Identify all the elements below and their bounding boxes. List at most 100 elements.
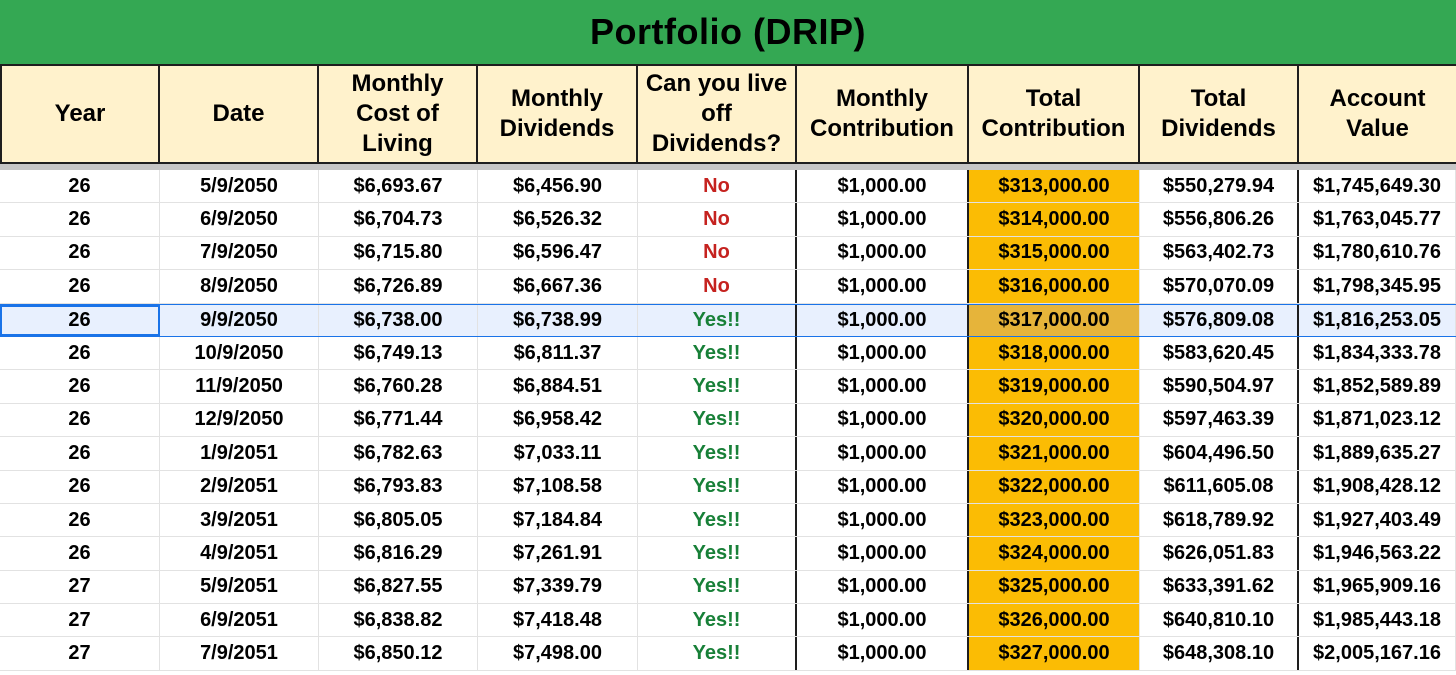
total-dividends-cell[interactable]: $556,806.26 xyxy=(1140,203,1299,236)
total-contribution-cell[interactable]: $314,000.00 xyxy=(969,203,1140,236)
year-cell[interactable]: 26 xyxy=(0,437,160,470)
monthly-dividends-cell[interactable]: $6,526.32 xyxy=(478,203,638,236)
date-cell[interactable]: 1/9/2051 xyxy=(160,437,319,470)
year-cell[interactable]: 26 xyxy=(0,470,160,503)
account-value-cell[interactable]: $1,745,649.30 xyxy=(1299,170,1456,203)
total-contribution-cell[interactable]: $316,000.00 xyxy=(969,270,1140,303)
monthly-dividends-cell[interactable]: $6,738.99 xyxy=(478,304,638,336)
account-value-cell[interactable]: $1,908,428.12 xyxy=(1299,470,1456,503)
total-contribution-cell[interactable]: $313,000.00 xyxy=(969,170,1140,203)
year-cell[interactable]: 26 xyxy=(0,537,160,570)
date-cell[interactable]: 5/9/2050 xyxy=(160,170,319,203)
year-cell[interactable]: 27 xyxy=(0,570,160,604)
monthly-dividends-cell[interactable]: $6,667.36 xyxy=(478,270,638,303)
year-cell[interactable]: 26 xyxy=(0,170,160,203)
monthly-dividends-cell[interactable]: $7,108.58 xyxy=(478,470,638,503)
year-cell[interactable]: 27 xyxy=(0,604,160,637)
year-cell[interactable]: 26 xyxy=(0,336,160,370)
total-dividends-cell[interactable]: $633,391.62 xyxy=(1140,570,1299,604)
total-dividends-cell[interactable]: $597,463.39 xyxy=(1140,403,1299,437)
total-contribution-cell[interactable]: $320,000.00 xyxy=(969,403,1140,437)
total-contribution-cell[interactable]: $321,000.00 xyxy=(969,437,1140,470)
account-value-cell[interactable]: $1,889,635.27 xyxy=(1299,437,1456,470)
monthly-contribution-cell[interactable]: $1,000.00 xyxy=(797,370,969,403)
total-contribution-cell[interactable]: $315,000.00 xyxy=(969,236,1140,270)
date-cell[interactable]: 10/9/2050 xyxy=(160,336,319,370)
monthly-contribution-cell[interactable]: $1,000.00 xyxy=(797,304,969,336)
account-value-cell[interactable]: $1,871,023.12 xyxy=(1299,403,1456,437)
live-off-dividends-cell[interactable]: Yes!! xyxy=(638,403,797,437)
account-value-cell[interactable]: $1,985,443.18 xyxy=(1299,604,1456,637)
monthly-dividends-cell[interactable]: $7,033.11 xyxy=(478,437,638,470)
cost-of-living-cell[interactable]: $6,749.13 xyxy=(319,336,478,370)
total-dividends-cell[interactable]: $590,504.97 xyxy=(1140,370,1299,403)
account-value-cell[interactable]: $1,763,045.77 xyxy=(1299,203,1456,236)
total-dividends-cell[interactable]: $550,279.94 xyxy=(1140,170,1299,203)
monthly-contribution-cell[interactable]: $1,000.00 xyxy=(797,470,969,503)
total-dividends-cell[interactable]: $640,810.10 xyxy=(1140,604,1299,637)
total-dividends-cell[interactable]: $618,789.92 xyxy=(1140,503,1299,537)
account-value-cell[interactable]: $1,946,563.22 xyxy=(1299,537,1456,570)
date-cell[interactable]: 6/9/2051 xyxy=(160,604,319,637)
date-cell[interactable]: 11/9/2050 xyxy=(160,370,319,403)
date-cell[interactable]: 3/9/2051 xyxy=(160,503,319,537)
total-contribution-cell[interactable]: $327,000.00 xyxy=(969,637,1140,670)
date-cell[interactable]: 8/9/2050 xyxy=(160,270,319,303)
monthly-contribution-cell[interactable]: $1,000.00 xyxy=(797,203,969,236)
monthly-contribution-cell[interactable]: $1,000.00 xyxy=(797,503,969,537)
title-cell[interactable]: Portfolio (DRIP) xyxy=(0,0,1456,66)
header-monthly-cost-of-living[interactable]: Monthly Cost of Living xyxy=(319,66,478,162)
monthly-contribution-cell[interactable]: $1,000.00 xyxy=(797,403,969,437)
monthly-dividends-cell[interactable]: $7,498.00 xyxy=(478,637,638,670)
header-can-you-live-off-dividends[interactable]: Can you live off Dividends? xyxy=(638,66,797,162)
monthly-dividends-cell[interactable]: $7,261.91 xyxy=(478,537,638,570)
year-cell[interactable]: 26 xyxy=(0,270,160,303)
live-off-dividends-cell[interactable]: No xyxy=(638,170,797,203)
monthly-contribution-cell[interactable]: $1,000.00 xyxy=(797,570,969,604)
date-cell[interactable]: 2/9/2051 xyxy=(160,470,319,503)
header-year[interactable]: Year xyxy=(0,66,160,162)
monthly-contribution-cell[interactable]: $1,000.00 xyxy=(797,604,969,637)
monthly-dividends-cell[interactable]: $6,596.47 xyxy=(478,236,638,270)
total-dividends-cell[interactable]: $570,070.09 xyxy=(1140,270,1299,303)
cost-of-living-cell[interactable]: $6,726.89 xyxy=(319,270,478,303)
monthly-contribution-cell[interactable]: $1,000.00 xyxy=(797,437,969,470)
total-dividends-cell[interactable]: $583,620.45 xyxy=(1140,336,1299,370)
total-dividends-cell[interactable]: $626,051.83 xyxy=(1140,537,1299,570)
total-contribution-cell[interactable]: $319,000.00 xyxy=(969,370,1140,403)
year-cell[interactable]: 26 xyxy=(0,503,160,537)
cost-of-living-cell[interactable]: $6,805.05 xyxy=(319,503,478,537)
monthly-dividends-cell[interactable]: $6,811.37 xyxy=(478,336,638,370)
year-cell[interactable]: 26 xyxy=(0,370,160,403)
monthly-contribution-cell[interactable]: $1,000.00 xyxy=(797,236,969,270)
live-off-dividends-cell[interactable]: Yes!! xyxy=(638,304,797,336)
year-cell[interactable]: 26 xyxy=(0,203,160,236)
cost-of-living-cell[interactable]: $6,827.55 xyxy=(319,570,478,604)
cost-of-living-cell[interactable]: $6,704.73 xyxy=(319,203,478,236)
header-date[interactable]: Date xyxy=(160,66,319,162)
monthly-contribution-cell[interactable]: $1,000.00 xyxy=(797,537,969,570)
total-dividends-cell[interactable]: $611,605.08 xyxy=(1140,470,1299,503)
cost-of-living-cell[interactable]: $6,715.80 xyxy=(319,236,478,270)
monthly-contribution-cell[interactable]: $1,000.00 xyxy=(797,270,969,303)
account-value-cell[interactable]: $1,798,345.95 xyxy=(1299,270,1456,303)
year-cell[interactable]: 26 xyxy=(0,304,160,336)
date-cell[interactable]: 5/9/2051 xyxy=(160,570,319,604)
total-contribution-cell[interactable]: $322,000.00 xyxy=(969,470,1140,503)
live-off-dividends-cell[interactable]: Yes!! xyxy=(638,570,797,604)
live-off-dividends-cell[interactable]: Yes!! xyxy=(638,370,797,403)
monthly-dividends-cell[interactable]: $7,339.79 xyxy=(478,570,638,604)
live-off-dividends-cell[interactable]: Yes!! xyxy=(638,604,797,637)
live-off-dividends-cell[interactable]: Yes!! xyxy=(638,470,797,503)
monthly-dividends-cell[interactable]: $6,958.42 xyxy=(478,403,638,437)
live-off-dividends-cell[interactable]: Yes!! xyxy=(638,537,797,570)
cost-of-living-cell[interactable]: $6,838.82 xyxy=(319,604,478,637)
live-off-dividends-cell[interactable]: Yes!! xyxy=(638,503,797,537)
year-cell[interactable]: 27 xyxy=(0,637,160,670)
total-contribution-cell[interactable]: $326,000.00 xyxy=(969,604,1140,637)
header-account-value[interactable]: Account Value xyxy=(1329,85,1426,142)
monthly-contribution-cell[interactable]: $1,000.00 xyxy=(797,170,969,203)
total-dividends-cell[interactable]: $604,496.50 xyxy=(1140,437,1299,470)
cost-of-living-cell[interactable]: $6,738.00 xyxy=(319,304,478,336)
live-off-dividends-cell[interactable]: No xyxy=(638,236,797,270)
